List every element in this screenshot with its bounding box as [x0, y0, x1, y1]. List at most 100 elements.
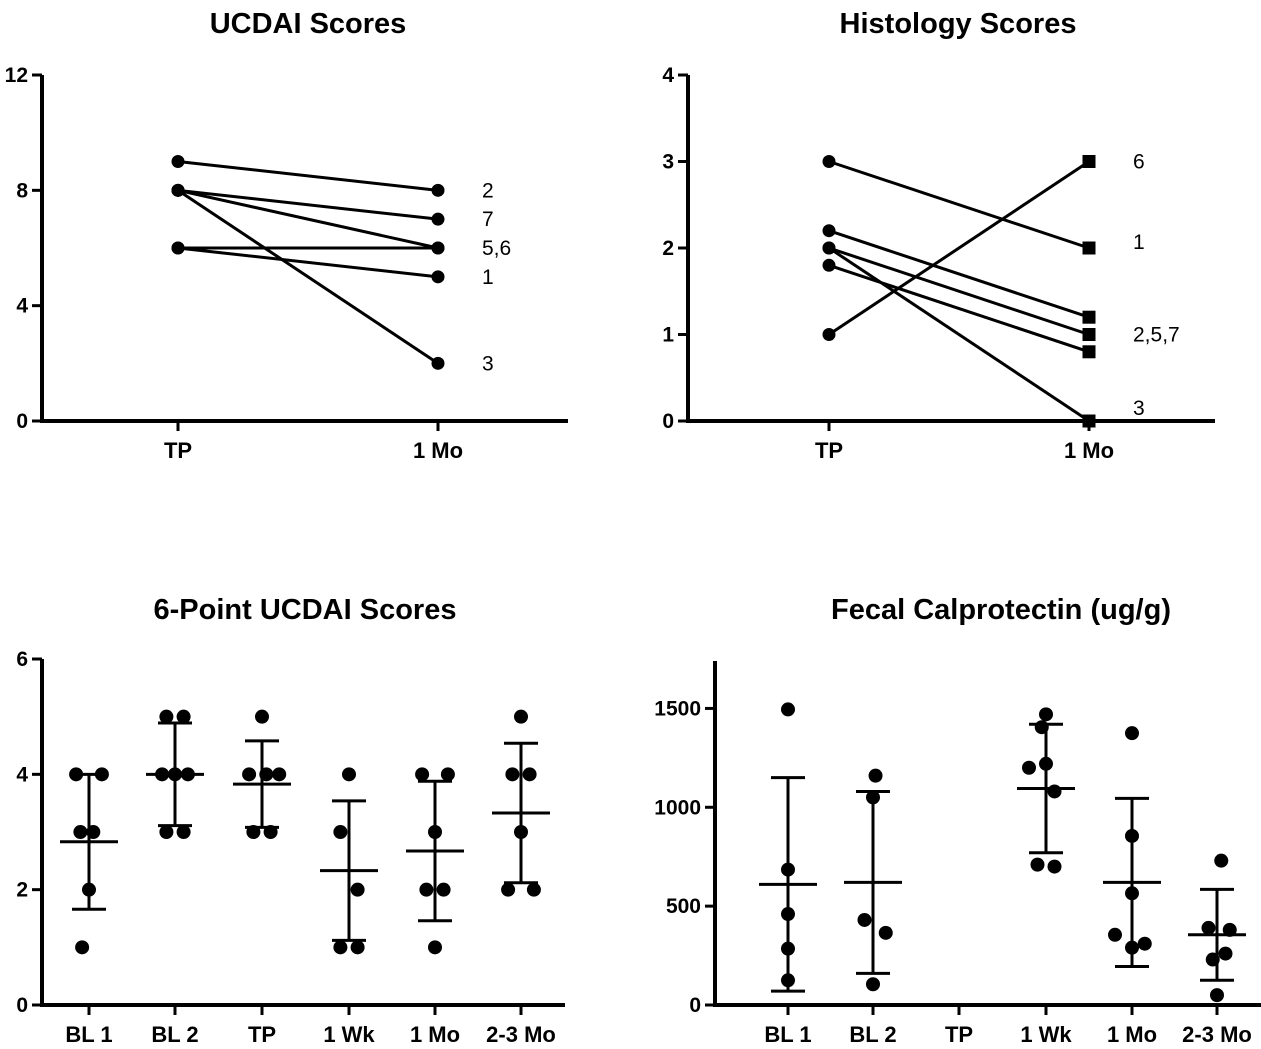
x-tick-label: BL 1	[764, 1022, 811, 1047]
data-point	[75, 940, 90, 955]
data-point	[1137, 936, 1152, 951]
x-tick-label: 1 Mo	[1064, 438, 1114, 463]
data-point	[333, 825, 348, 839]
x-tick-label: BL 2	[849, 1022, 896, 1047]
data-point	[73, 825, 88, 839]
x-tick-label: 1 Mo	[413, 438, 463, 463]
data-point	[1047, 784, 1062, 799]
y-tick-label: 2	[662, 237, 674, 260]
series-annotation: 7	[482, 208, 494, 231]
data-point	[514, 709, 528, 724]
series-annotation: 3	[1133, 397, 1145, 420]
data-point	[428, 940, 442, 955]
series-line	[828, 246, 1090, 336]
y-tick-label: 0	[662, 410, 674, 433]
series-line	[828, 246, 1090, 423]
series-annotation: 2	[482, 179, 494, 202]
data-point	[415, 767, 430, 782]
data-point	[176, 709, 191, 724]
data-point	[171, 155, 185, 168]
data-point	[1030, 857, 1045, 872]
series-annotation: 3	[482, 352, 494, 375]
y-tick-label: 0	[16, 994, 28, 1017]
y-tick-label: 4	[16, 763, 28, 786]
data-point	[159, 825, 174, 839]
y-tick-label: 2	[16, 879, 28, 902]
data-point	[1082, 345, 1096, 359]
y-tick-label: 1000	[654, 796, 701, 819]
y-tick-label: 0	[16, 410, 28, 433]
data-point	[505, 767, 520, 782]
chart-title: Histology Scores	[840, 8, 1077, 40]
data-point	[1108, 927, 1122, 942]
data-point	[1022, 760, 1036, 775]
x-tick-label: 1 Mo	[1107, 1022, 1157, 1047]
y-tick-label: 6	[16, 648, 28, 671]
series-annotation: 2,5,7	[1133, 324, 1180, 347]
data-point	[1082, 310, 1096, 324]
data-point	[501, 882, 516, 897]
data-point	[431, 183, 445, 197]
data-point	[1218, 946, 1233, 961]
x-tick-label: BL 1	[65, 1022, 112, 1047]
data-point	[522, 767, 537, 782]
data-point	[822, 328, 836, 341]
data-point	[350, 882, 365, 897]
y-tick-label: 500	[666, 895, 701, 918]
series-annotation: 6	[1133, 151, 1145, 174]
x-tick-label: BL 2	[151, 1022, 198, 1047]
data-point	[431, 356, 445, 370]
data-point	[440, 767, 455, 782]
data-point	[255, 709, 269, 724]
data-point	[857, 912, 872, 927]
data-point	[176, 825, 191, 839]
data-point	[822, 224, 836, 238]
y-tick-label: 4	[662, 64, 674, 87]
series-line	[177, 189, 439, 365]
data-point	[1039, 707, 1053, 722]
data-point	[1125, 726, 1139, 741]
y-tick-label: 1500	[654, 697, 701, 720]
chart-3: 6-Point UCDAI Scores 0 2 4 6 BL 1 BL 2 TP 1 Wk 1 …	[16, 594, 565, 1047]
y-tick-label: 8	[16, 179, 28, 202]
data-point	[1201, 920, 1216, 935]
data-point	[822, 155, 836, 168]
series-annotation: 1	[482, 266, 494, 289]
data-point	[431, 241, 445, 255]
y-tick-label: 4	[16, 295, 28, 318]
data-point	[1047, 859, 1062, 874]
data-point	[419, 882, 434, 897]
data-point	[1210, 988, 1224, 1003]
x-tick-label: TP	[945, 1022, 973, 1047]
chart-title: UCDAI Scores	[210, 8, 407, 40]
data-point	[822, 258, 836, 272]
y-tick-label: 3	[662, 151, 674, 174]
series-annotation: 1	[1133, 231, 1145, 254]
data-point	[868, 768, 883, 783]
data-point	[350, 940, 365, 955]
data-point	[526, 882, 541, 897]
series-annotation: 5,6	[482, 237, 511, 260]
x-tick-label: 1 Wk	[323, 1022, 375, 1047]
x-tick-label: 1 Mo	[410, 1022, 460, 1047]
data-point	[1082, 155, 1096, 168]
data-point	[1214, 853, 1229, 868]
data-point	[431, 212, 445, 226]
x-tick-label: TP	[815, 438, 843, 463]
data-point	[171, 183, 185, 197]
chart-4: Fecal Calprotectin (ug/g) 0 500 1000 1500 BL …	[654, 594, 1261, 1047]
chart-2: Histology Scores 0 1 2 3 4 TP 1 Mo 6 1 2,5,7 3	[662, 8, 1215, 463]
chart-title: Fecal Calprotectin (ug/g)	[831, 594, 1171, 626]
series-line	[177, 246, 439, 279]
data-point	[1082, 328, 1096, 341]
data-point	[171, 241, 185, 255]
series-line	[177, 188, 439, 250]
data-point	[342, 767, 356, 782]
data-point	[431, 270, 445, 284]
data-point	[1082, 414, 1096, 428]
y-tick-label: 1	[662, 324, 674, 347]
series-line	[177, 160, 439, 192]
series-line	[828, 229, 1090, 319]
chart-1: UCDAI Scores 0 4 8 12 TP 1 Mo 2 7 5,6 1 3	[5, 8, 568, 463]
series-line	[177, 188, 439, 221]
